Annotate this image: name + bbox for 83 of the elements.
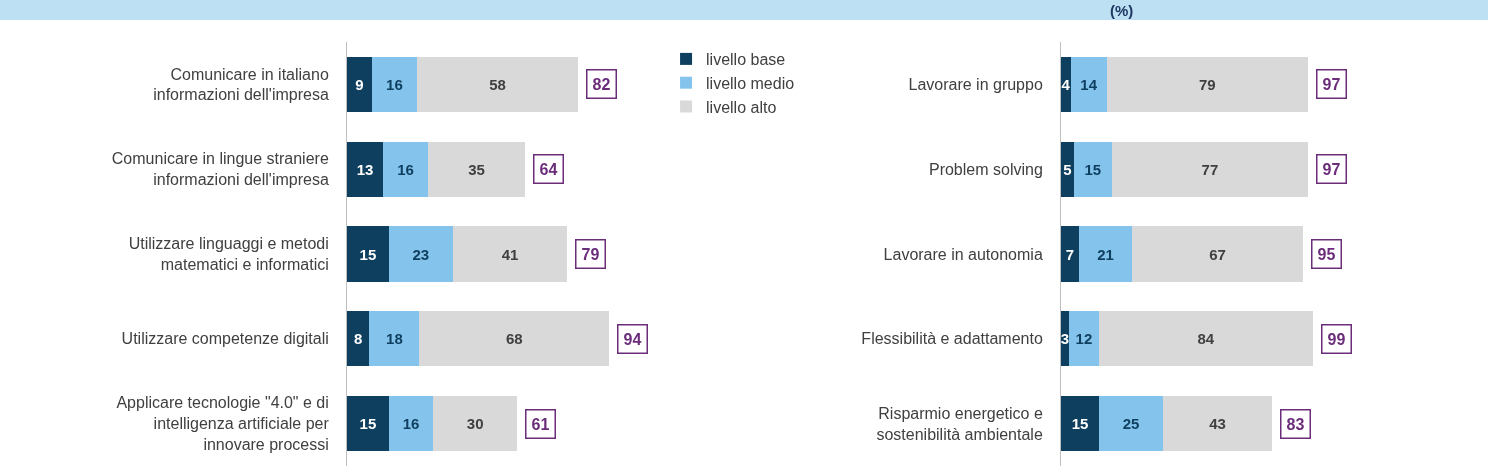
- data-label: 15: [1071, 415, 1089, 433]
- data-label: 58: [489, 75, 506, 93]
- data-label: 7: [1065, 245, 1075, 263]
- data-label: 15: [1084, 160, 1102, 178]
- bar: [1073, 141, 1112, 197]
- y-tick-label: Comunicare in italiano informazioni dell'impresa: [153, 65, 329, 104]
- bar: [383, 141, 428, 197]
- legend-label: livello medio: [706, 74, 795, 92]
- total-label: 83: [1286, 415, 1305, 433]
- data-label: 9: [355, 75, 364, 93]
- bar: [419, 311, 609, 367]
- data-label: 23: [412, 245, 430, 263]
- bar: [427, 141, 526, 197]
- bar: [1071, 56, 1107, 112]
- bar: [347, 311, 370, 367]
- y-tick-label: Comunicare in lingue straniere informazioni dell'impresa: [111, 150, 329, 189]
- bar: [347, 56, 373, 112]
- data-label: 8: [353, 330, 363, 348]
- bar: [1162, 396, 1273, 452]
- total-label: 82: [592, 75, 611, 93]
- y-tick-label: Utilizzare linguaggi e metodi matematici e informatici: [128, 235, 329, 273]
- data-label: 12: [1075, 330, 1093, 348]
- bar: [452, 226, 568, 282]
- bar: [1106, 56, 1308, 112]
- data-label: 43: [1209, 415, 1226, 433]
- data-label: 13: [356, 160, 374, 178]
- data-label: 5: [1063, 160, 1072, 178]
- total-label: 97: [1322, 160, 1341, 178]
- total-label: 97: [1322, 75, 1341, 93]
- bar: [372, 56, 417, 112]
- bar: [1061, 226, 1079, 282]
- data-label: 15: [359, 245, 377, 263]
- data-label: 16: [386, 75, 403, 93]
- total-label: 95: [1317, 245, 1336, 263]
- data-label: 41: [501, 245, 519, 263]
- chart-title: (%): [1110, 2, 1134, 19]
- bar: [347, 396, 389, 452]
- data-label: 84: [1197, 330, 1215, 348]
- y-tick-label: Risparmio energetico e sostenibilità ambientale: [876, 404, 1043, 443]
- data-label: 25: [1122, 415, 1140, 433]
- total-label: 64: [539, 160, 558, 178]
- data-label: 18: [386, 330, 403, 348]
- bar: [1061, 396, 1100, 452]
- legend-label: livello base: [706, 51, 786, 69]
- y-tick-label: Lavorare in gruppo: [908, 76, 1043, 93]
- bar: [1132, 226, 1303, 282]
- bar: [1099, 311, 1313, 367]
- data-label: 3: [1060, 330, 1069, 348]
- data-label: 21: [1097, 245, 1114, 263]
- data-label: 16: [397, 160, 414, 178]
- data-label: 14: [1080, 75, 1098, 93]
- data-label: 67: [1209, 245, 1226, 263]
- bar: [388, 226, 453, 282]
- bar: [347, 226, 389, 282]
- bar: [369, 311, 420, 367]
- data-label: 16: [402, 415, 420, 433]
- y-tick-label: Utilizzare competenze digitali: [121, 330, 329, 348]
- bar: [1111, 141, 1308, 197]
- y-tick-label: Applicare tecnologie "4.0" e di intelligenza artificiale per innovare processi: [116, 394, 330, 453]
- y-tick-label: Problem solving: [928, 160, 1043, 178]
- bar: [388, 396, 434, 452]
- total-label: 94: [623, 330, 642, 348]
- data-label: 77: [1201, 160, 1219, 178]
- y-tick-label: Lavorare in autonomia: [883, 245, 1043, 263]
- data-label: 4: [1061, 75, 1071, 93]
- bar: [1099, 396, 1163, 452]
- y-tick-label: Flessibilità e adattamento: [861, 330, 1043, 348]
- legend-label: livello alto: [706, 98, 777, 116]
- total-label: 61: [531, 415, 550, 433]
- data-label: 68: [505, 330, 523, 348]
- total-label: 99: [1327, 330, 1346, 348]
- data-label: 35: [468, 160, 485, 178]
- data-label: 30: [466, 415, 484, 433]
- bar: [416, 56, 579, 112]
- bar: [347, 141, 384, 197]
- total-label: 79: [581, 245, 600, 263]
- data-label: 15: [359, 415, 377, 433]
- data-label: 79: [1199, 75, 1216, 93]
- bar: [1078, 226, 1133, 282]
- bar: [1061, 141, 1074, 197]
- bar: [1068, 311, 1100, 367]
- bar: [433, 396, 518, 452]
- bar: [1061, 311, 1069, 367]
